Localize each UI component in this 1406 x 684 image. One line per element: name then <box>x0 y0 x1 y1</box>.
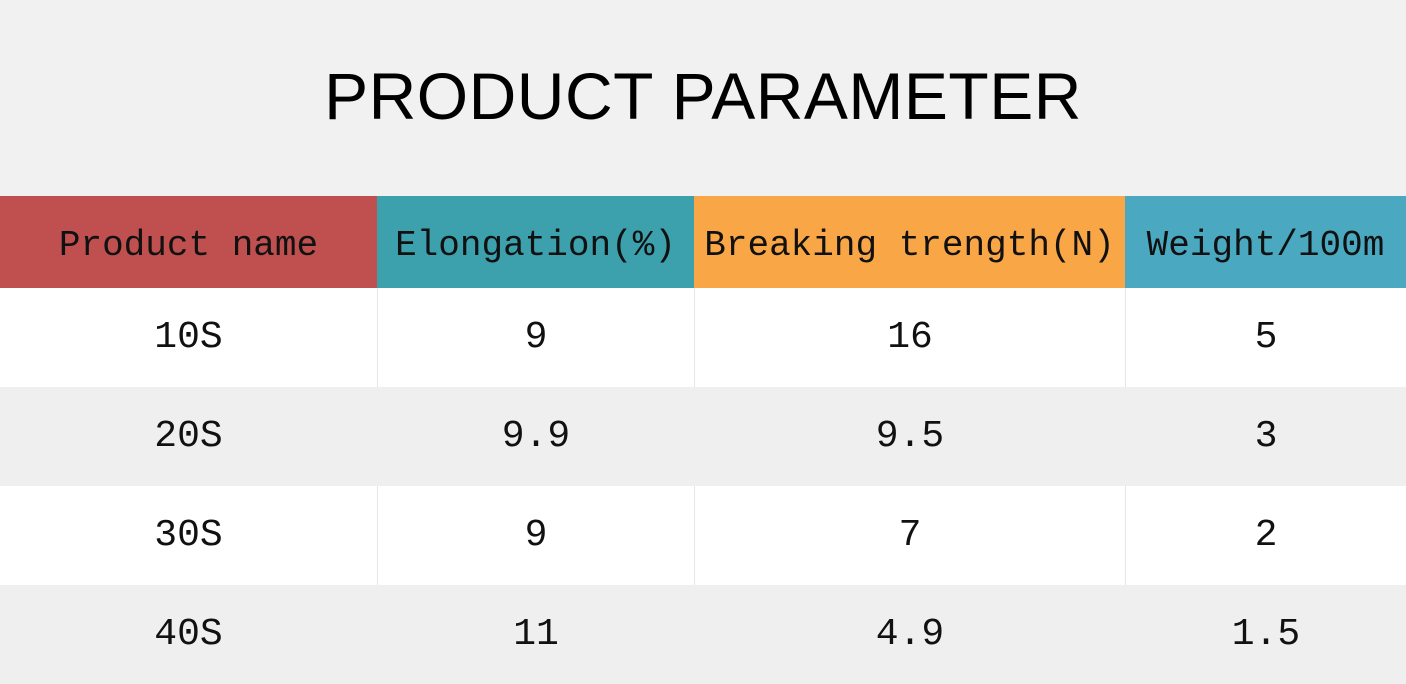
cell-weight: 5 <box>1125 288 1406 387</box>
header-product-name: Product name <box>0 196 377 288</box>
cell-elongation: 9.9 <box>377 387 694 486</box>
cell-breaking-strength: 16 <box>694 288 1125 387</box>
header-breaking-strength: Breaking trength(N) <box>694 196 1125 288</box>
cell-weight: 1.5 <box>1125 585 1406 684</box>
cell-elongation: 9 <box>377 486 694 585</box>
cell-product-name: 40S <box>0 585 377 684</box>
page-title: PRODUCT PARAMETER <box>324 59 1082 133</box>
cell-weight: 2 <box>1125 486 1406 585</box>
table-row: 10S 9 16 5 <box>0 288 1406 387</box>
table-row: 30S 9 7 2 <box>0 486 1406 585</box>
header-elongation: Elongation(%) <box>377 196 694 288</box>
header-weight: Weight/100m <box>1125 196 1406 288</box>
cell-breaking-strength: 9.5 <box>694 387 1125 486</box>
table-row: 20S 9.9 9.5 3 <box>0 387 1406 486</box>
table-row: 40S 11 4.9 1.5 <box>0 585 1406 684</box>
cell-elongation: 9 <box>377 288 694 387</box>
cell-product-name: 30S <box>0 486 377 585</box>
cell-weight: 3 <box>1125 387 1406 486</box>
table-header-row: Product name Elongation(%) Breaking tren… <box>0 196 1406 288</box>
cell-elongation: 11 <box>377 585 694 684</box>
cell-product-name: 20S <box>0 387 377 486</box>
cell-product-name: 10S <box>0 288 377 387</box>
parameter-table: Product name Elongation(%) Breaking tren… <box>0 196 1406 684</box>
cell-breaking-strength: 7 <box>694 486 1125 585</box>
cell-breaking-strength: 4.9 <box>694 585 1125 684</box>
